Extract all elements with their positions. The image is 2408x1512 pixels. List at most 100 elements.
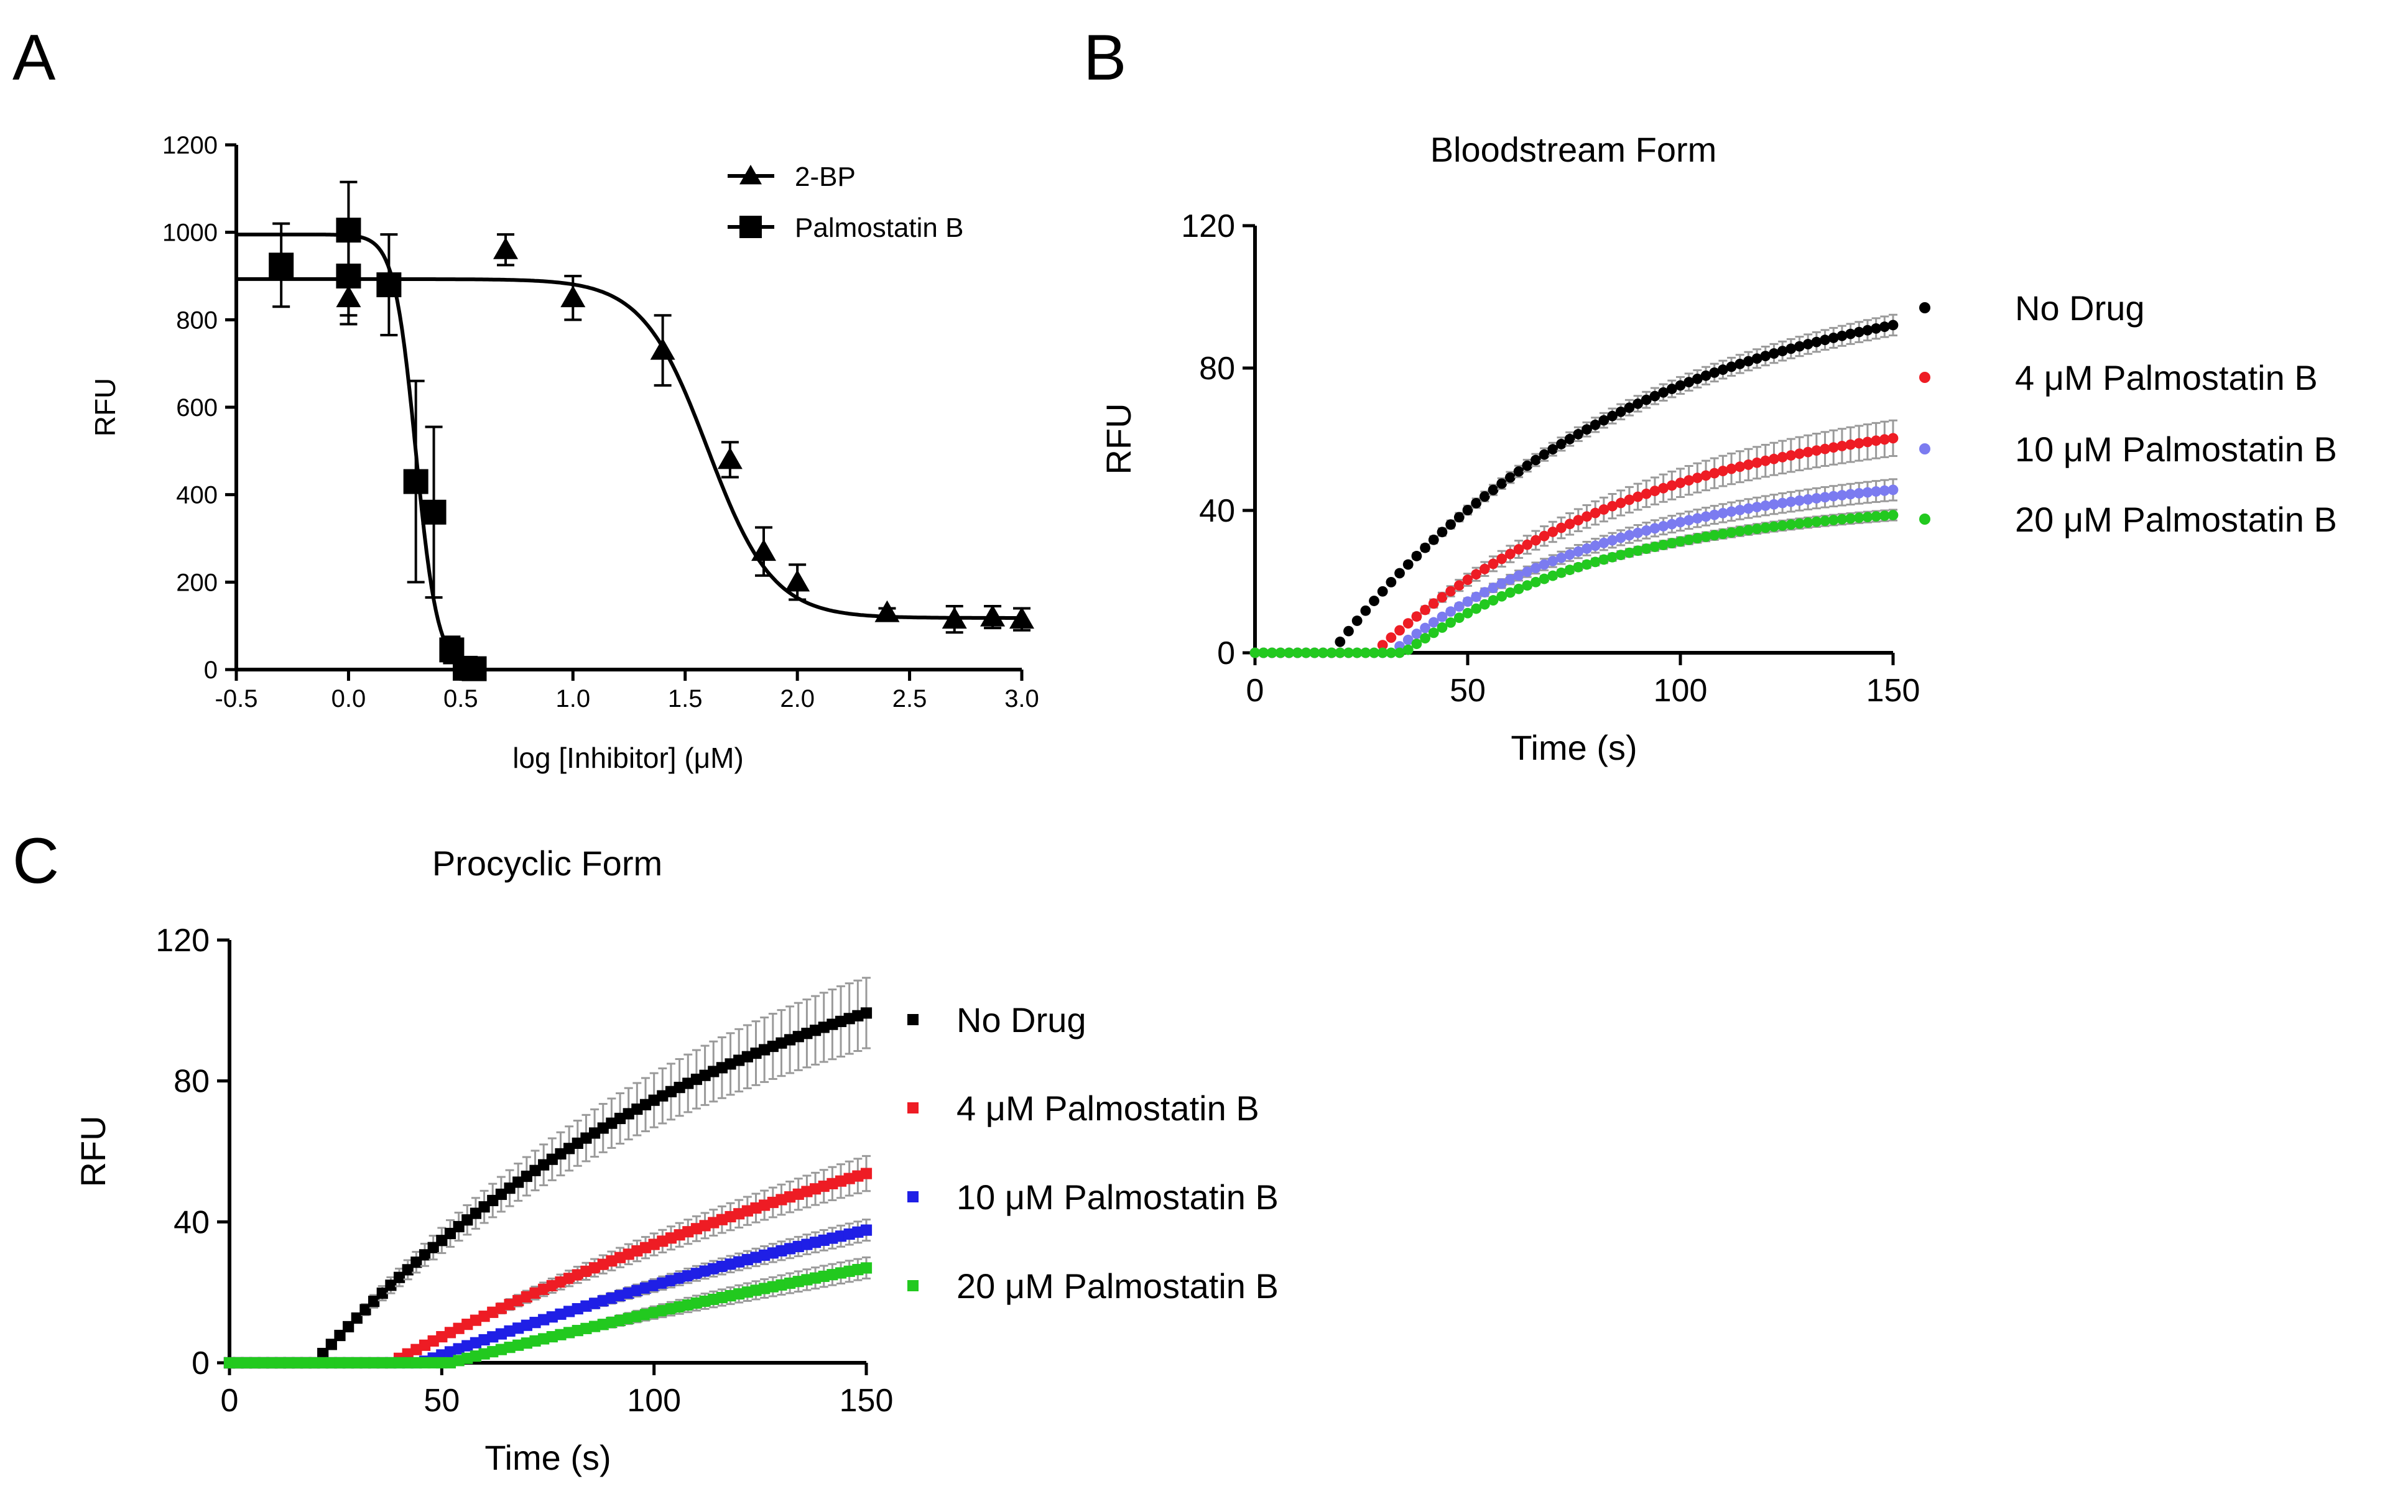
data-point bbox=[1428, 534, 1439, 545]
data-point bbox=[1700, 511, 1711, 522]
y-axis-label: RFU bbox=[89, 378, 121, 437]
data-point bbox=[470, 1350, 482, 1362]
data-point bbox=[682, 1299, 694, 1311]
data-point bbox=[1360, 605, 1371, 616]
y-tick-label: 0 bbox=[1217, 635, 1235, 671]
data-point bbox=[1573, 515, 1584, 526]
data-point bbox=[1462, 574, 1473, 585]
data-point bbox=[650, 338, 675, 360]
data-point bbox=[835, 1230, 847, 1242]
data-point bbox=[1437, 592, 1448, 603]
data-point bbox=[402, 1264, 414, 1276]
data-point bbox=[699, 1069, 711, 1081]
data-point bbox=[725, 1258, 736, 1270]
data-point bbox=[665, 1232, 677, 1244]
data-point bbox=[1505, 472, 1516, 483]
data-point bbox=[1683, 534, 1695, 545]
data-point bbox=[1734, 504, 1746, 515]
data-point bbox=[1496, 591, 1507, 602]
data-point bbox=[784, 1243, 796, 1255]
data-point bbox=[1581, 559, 1592, 570]
data-point bbox=[1683, 377, 1695, 388]
series-no-drug bbox=[1249, 313, 1899, 658]
data-point bbox=[1343, 647, 1354, 658]
x-tick-label: 2.0 bbox=[780, 685, 815, 712]
data-point bbox=[478, 1311, 490, 1322]
data-point bbox=[639, 1242, 652, 1253]
data-point bbox=[359, 1304, 371, 1316]
legend-label: Palmostatin B bbox=[795, 213, 963, 243]
data-point bbox=[665, 1275, 677, 1286]
data-point bbox=[733, 1256, 745, 1268]
data-point bbox=[1726, 527, 1737, 538]
data-point bbox=[1624, 547, 1635, 558]
data-point bbox=[1547, 570, 1558, 581]
data-point bbox=[1411, 638, 1422, 650]
data-point bbox=[674, 1301, 685, 1313]
data-point bbox=[631, 1245, 643, 1257]
data-point bbox=[1794, 495, 1805, 506]
data-point bbox=[1394, 568, 1405, 579]
data-point bbox=[1564, 433, 1575, 445]
fit-curve bbox=[236, 277, 1022, 620]
legend-label: 4 μM Palmostatin B bbox=[2015, 358, 2318, 397]
data-point bbox=[614, 1252, 626, 1263]
data-point bbox=[1675, 477, 1686, 489]
data-point bbox=[1496, 478, 1507, 489]
y-tick-label: 600 bbox=[176, 394, 218, 422]
chart-title: Bloodstream Form bbox=[1430, 130, 1717, 169]
data-point bbox=[1769, 499, 1779, 510]
data-point bbox=[1709, 509, 1720, 520]
data-point bbox=[1649, 486, 1660, 497]
data-point bbox=[767, 1040, 779, 1053]
data-point bbox=[1675, 536, 1686, 547]
data-point bbox=[1794, 448, 1805, 459]
data-point bbox=[1369, 596, 1379, 606]
data-point bbox=[1377, 640, 1388, 650]
data-point bbox=[784, 1034, 796, 1046]
data-point bbox=[648, 1279, 660, 1291]
data-point bbox=[639, 1099, 652, 1110]
data-point bbox=[1683, 475, 1695, 486]
data-point bbox=[1292, 647, 1303, 658]
data-point bbox=[1351, 615, 1363, 626]
data-point bbox=[1386, 577, 1397, 588]
data-point bbox=[1513, 544, 1524, 555]
data-point bbox=[257, 1357, 269, 1369]
y-tick-label: 1200 bbox=[162, 132, 218, 159]
y-tick-label: 40 bbox=[1199, 493, 1235, 529]
data-point bbox=[852, 1226, 864, 1238]
panel-label-b: B bbox=[1083, 22, 1126, 94]
data-point bbox=[292, 1357, 303, 1369]
data-point bbox=[546, 1279, 558, 1292]
x-tick-label: -0.5 bbox=[215, 685, 258, 712]
data-point bbox=[1666, 384, 1677, 394]
y-tick-label: 120 bbox=[155, 923, 210, 959]
data-point bbox=[563, 1273, 575, 1284]
data-point bbox=[699, 1295, 711, 1307]
data-point bbox=[843, 1265, 855, 1277]
data-point bbox=[1666, 480, 1677, 491]
data-point bbox=[1335, 636, 1346, 647]
data-point bbox=[1734, 526, 1746, 537]
data-point bbox=[563, 1306, 575, 1317]
data-point bbox=[1811, 445, 1822, 456]
data-point bbox=[1369, 647, 1379, 658]
data-point bbox=[588, 1298, 601, 1309]
data-point bbox=[1760, 522, 1771, 533]
data-point bbox=[521, 1291, 532, 1303]
data-point bbox=[631, 1311, 643, 1322]
legend-label: 4 μM Palmostatin B bbox=[956, 1089, 1259, 1128]
data-point bbox=[1547, 556, 1558, 566]
data-point bbox=[631, 1103, 643, 1115]
data-point bbox=[560, 285, 586, 308]
data-point bbox=[1785, 496, 1797, 507]
legend-marker bbox=[1919, 372, 1930, 383]
data-point bbox=[597, 1295, 609, 1307]
data-point bbox=[657, 1277, 669, 1289]
data-point bbox=[529, 1287, 541, 1299]
data-point bbox=[521, 1337, 532, 1349]
legend: 2-BP Palmostatin B bbox=[728, 162, 963, 243]
data-point bbox=[1828, 515, 1839, 525]
data-point bbox=[1581, 511, 1592, 522]
